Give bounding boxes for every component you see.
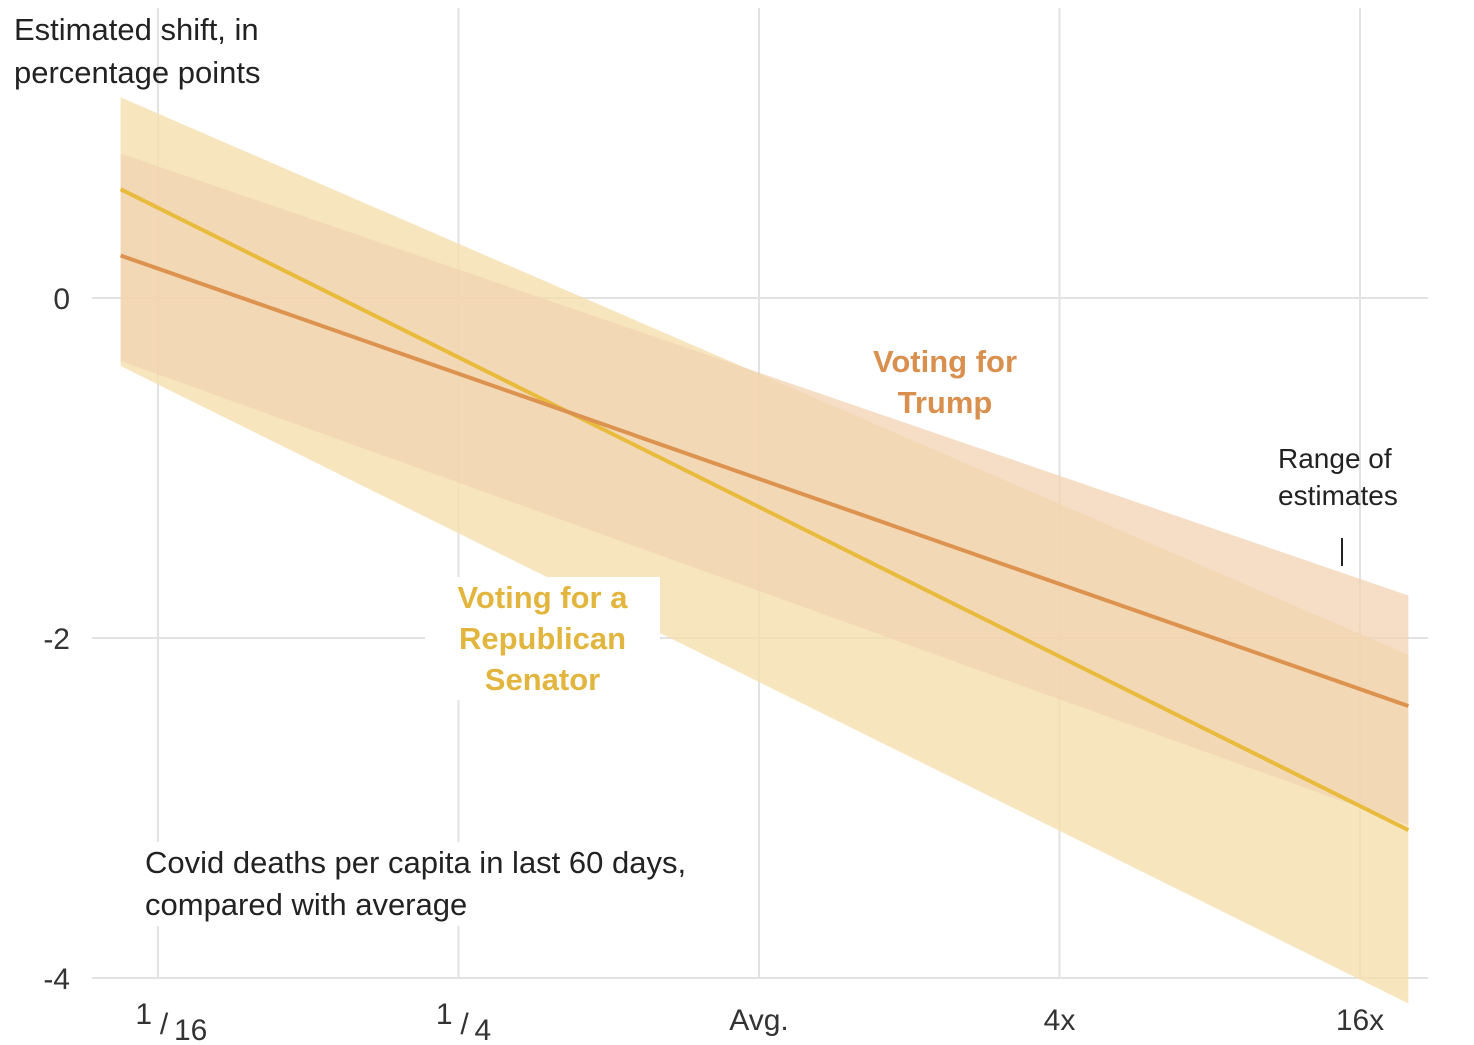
x-tick-label-fraction: 1/4 [436,998,491,1045]
x-tick-labels: 1/16 1/4 Avg. 4x 16x [135,998,1384,1045]
x-axis-title-line-1: Covid deaths per capita in last 60 days, [145,845,687,880]
trend-lines [119,187,1410,832]
x-tick-denominator: 16 [174,1014,207,1045]
line-trump [119,253,1410,708]
x-axis-title-line-2: compared with average [145,887,468,922]
x-tick-slash: / [460,1008,469,1041]
y-tick-label: -2 [43,623,70,656]
x-tick-label: 16x [1336,1004,1384,1037]
x-axis-title: Covid deaths per capita in last 60 days,… [145,842,693,926]
range-label-line-1: Range of [1278,443,1392,474]
x-tick-slash: / [160,1008,169,1041]
line-senator [119,187,1410,832]
x-tick-label: Avg. [729,1004,789,1037]
trump-label-line-1: Voting for [872,344,1018,379]
band-trump [120,153,1409,825]
y-tick-label: 0 [53,283,70,316]
y-tick-labels: 0 -2 -4 [43,283,70,996]
senator-label-line-3: Senator [425,659,660,700]
x-tick-label-fraction: 1/16 [135,998,207,1045]
x-tick-numerator: 1 [135,998,152,1031]
range-label-line-2: estimates [1278,480,1398,511]
senator-series-label: Voting for a Republican Senator [425,577,660,700]
confidence-bands [120,97,1409,1004]
y-axis-title-line-2: percentage points [14,55,261,90]
trump-label-line-2: Trump [897,385,993,420]
senator-label-line-2: Republican [425,618,660,659]
x-tick-numerator: 1 [436,998,453,1031]
y-axis-title: Estimated shift, in percentage points [14,8,260,94]
trump-series-label: Voting for Trump [850,341,1040,423]
x-tick-denominator: 4 [475,1014,492,1045]
senator-label-line-1: Voting for a [425,577,660,618]
range-of-estimates-label: Range of estimates [1278,440,1398,514]
y-axis-title-line-1: Estimated shift, in [14,12,259,47]
x-tick-label: 4x [1044,1004,1076,1037]
y-tick-label: -4 [43,963,70,996]
